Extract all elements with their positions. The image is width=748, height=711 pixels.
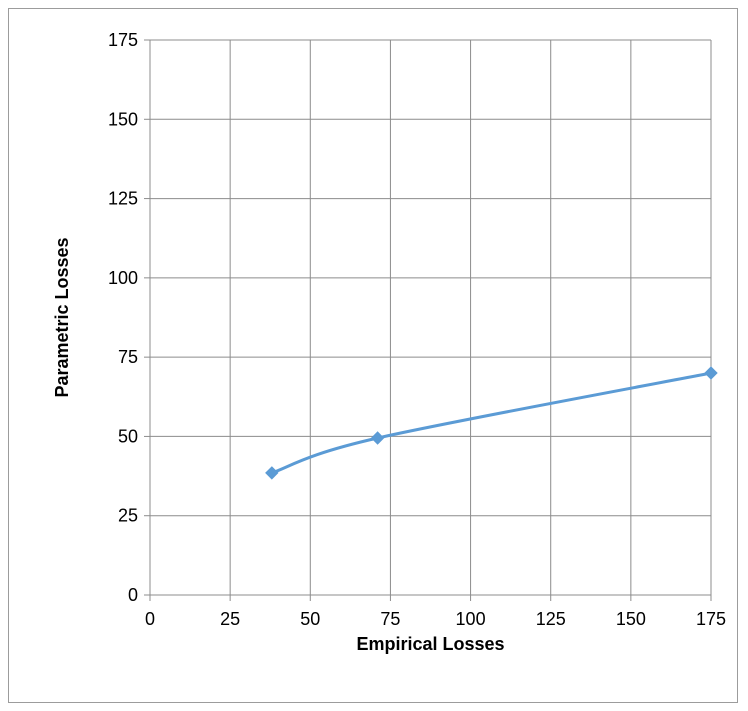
axes <box>144 39 712 601</box>
y-axis-title: Parametric Losses <box>52 237 72 397</box>
chart-frame <box>8 8 738 703</box>
y-tick-label: 100 <box>108 268 138 288</box>
y-tick-label: 0 <box>128 585 138 605</box>
x-axis-title: Empirical Losses <box>356 634 504 654</box>
x-tick-label: 25 <box>220 609 240 629</box>
y-tick-label: 50 <box>118 426 138 446</box>
y-tick-label: 25 <box>118 506 138 526</box>
data-point-marker <box>265 466 279 480</box>
data-point-marker <box>370 431 385 445</box>
series-line <box>271 371 712 475</box>
x-tick-label: 0 <box>145 609 155 629</box>
x-axis-tick-labels: 0 25 50 75 100 125 150 175 <box>145 609 726 629</box>
y-axis-tick-labels: 0 25 50 75 100 125 150 175 <box>108 30 138 605</box>
x-tick-label: 75 <box>380 609 400 629</box>
x-tick-label: 175 <box>696 609 726 629</box>
y-tick-label: 150 <box>108 109 138 129</box>
y-tick-label: 125 <box>108 189 138 209</box>
x-tick-label: 125 <box>536 609 566 629</box>
y-tick-label: 75 <box>118 347 138 367</box>
data-series <box>265 366 718 480</box>
y-tick-label: 175 <box>108 30 138 50</box>
data-point-marker <box>704 366 718 380</box>
grid-lines <box>150 39 712 595</box>
x-tick-label: 50 <box>300 609 320 629</box>
x-tick-label: 150 <box>616 609 646 629</box>
x-tick-label: 100 <box>456 609 486 629</box>
